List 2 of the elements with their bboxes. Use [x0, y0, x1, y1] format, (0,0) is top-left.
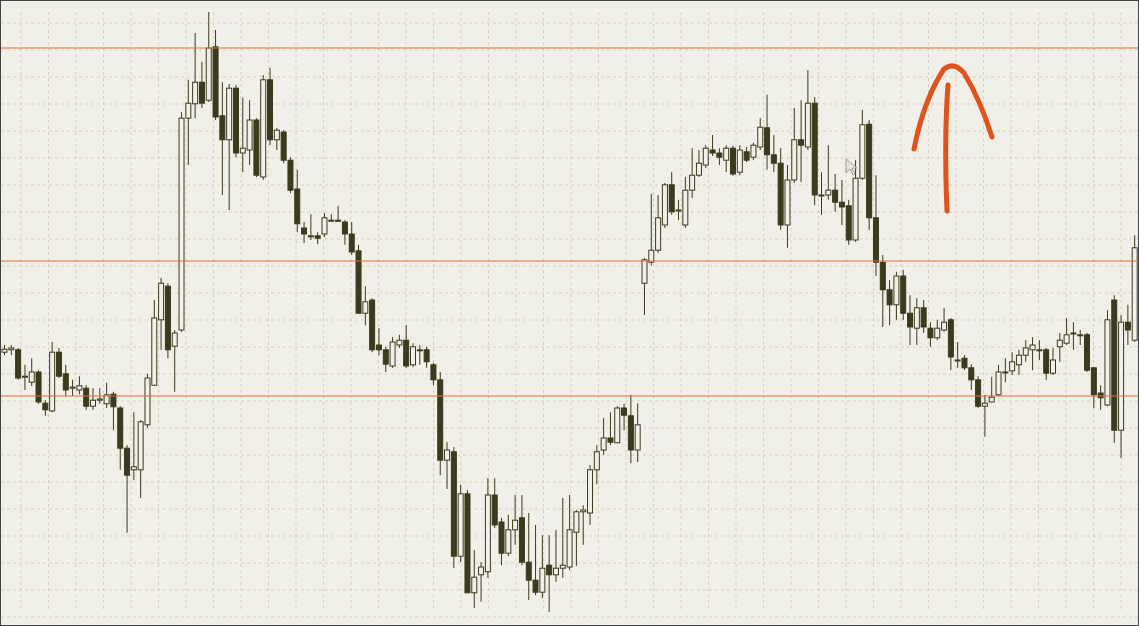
- candlestick: [988, 376, 995, 403]
- candlestick: [301, 221, 308, 244]
